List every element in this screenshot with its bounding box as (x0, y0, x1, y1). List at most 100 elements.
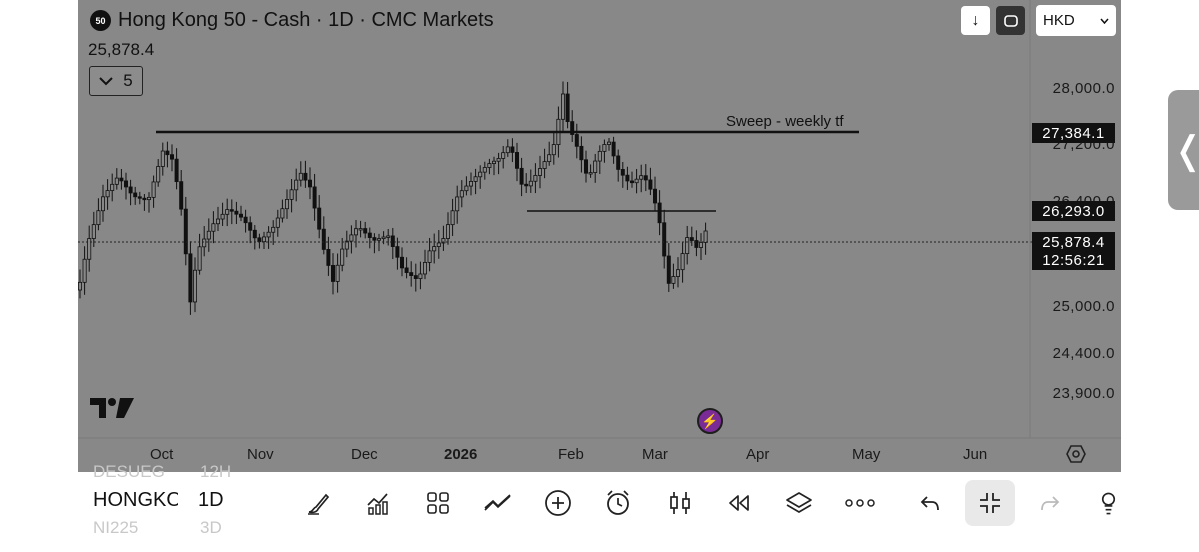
candle-body (261, 236, 266, 243)
symbol-header[interactable]: 50 Hong Kong 50 - Cash · 1D · CMC Market… (90, 9, 494, 32)
tradingview-logo (90, 397, 134, 424)
candle-body (326, 249, 331, 266)
candle-body (358, 228, 363, 231)
candle-body (124, 180, 129, 188)
trend-lines-icon (484, 494, 511, 511)
candle-body (252, 229, 257, 239)
candle-body (593, 160, 598, 173)
ghost-symbol-below: NI225 (93, 518, 139, 537)
candle-body (445, 224, 450, 239)
drawing-tool-button[interactable] (293, 480, 343, 526)
candle-body (215, 218, 220, 225)
candle-body (197, 246, 202, 271)
candle-body (588, 172, 593, 175)
exit-fullscreen-button[interactable] (965, 480, 1015, 526)
candle-body (625, 174, 630, 182)
replay-button[interactable] (713, 480, 763, 526)
object-tree-icon (1101, 492, 1116, 515)
candle-body (533, 175, 538, 182)
candle-body (653, 188, 658, 204)
candle-body (689, 237, 694, 241)
price-axis-label: 23,900.0 (1052, 385, 1115, 402)
candle-body (487, 163, 492, 168)
time-axis-label: Mar (642, 446, 668, 463)
layers-button[interactable] (774, 480, 824, 526)
chart-panel[interactable]: Sweep - weekly tf 50 Hong Kong 50 - Cash… (78, 0, 1121, 472)
candle-body (142, 197, 147, 201)
candle-body (482, 167, 487, 173)
candle-body (399, 256, 404, 269)
candle-body (298, 172, 303, 181)
candle-body (280, 208, 285, 219)
candle-body (528, 180, 533, 187)
indicators-button[interactable] (353, 480, 403, 526)
candle-body (183, 208, 188, 255)
candle-body (643, 175, 648, 181)
candle-body (524, 183, 529, 187)
scroll-to-bottom-button[interactable]: ↓ (961, 6, 990, 35)
candle-body (634, 178, 639, 184)
candle-body (422, 262, 427, 275)
candle-body (344, 240, 349, 250)
candle-body (565, 93, 570, 123)
candle-body (583, 159, 588, 174)
candlestick-series (78, 81, 708, 315)
candle-body (312, 186, 317, 209)
interval-picker[interactable]: 1D (198, 489, 224, 511)
layout-button[interactable] (413, 480, 463, 526)
fullscreen-button[interactable] (996, 6, 1025, 35)
candle-body (321, 228, 326, 250)
current-price-tag: 25,878.4 (1032, 232, 1115, 252)
add-button[interactable] (533, 480, 583, 526)
candle-body (464, 185, 469, 192)
price-chart[interactable]: Sweep - weekly tf (78, 0, 1121, 472)
candle-body (335, 264, 340, 282)
candle-body (137, 196, 142, 199)
indicators-collapse-button[interactable]: 5 (89, 66, 143, 96)
ghost-interval-above: 12H (200, 462, 232, 481)
layers-icon (786, 492, 812, 513)
candle-body (616, 155, 621, 170)
currency-select[interactable]: HKD (1036, 5, 1116, 36)
alert-button[interactable] (593, 480, 643, 526)
resistance-price-tag: 26,293.0 (1032, 201, 1115, 221)
candle-body (473, 176, 478, 182)
sweep-label: Sweep - weekly tf (726, 113, 844, 130)
line-tools-button[interactable] (473, 480, 523, 526)
candle-body (699, 242, 704, 248)
more-button[interactable] (835, 480, 885, 526)
price-axis-label: 24,400.0 (1052, 345, 1115, 362)
candle-body (211, 223, 216, 232)
symbol-logo: 50 (90, 10, 111, 31)
candle-body (441, 238, 446, 244)
candle-body (648, 179, 653, 190)
candle-body (519, 167, 524, 185)
candle-body (303, 172, 308, 181)
candle-body (234, 210, 239, 215)
candle-body (349, 234, 354, 242)
add-circle-icon (545, 490, 571, 516)
side-panel-handle[interactable]: ❬ (1168, 90, 1199, 210)
candle-body (491, 160, 496, 164)
chart-type-button[interactable] (655, 480, 705, 526)
redo-button[interactable] (1025, 480, 1075, 526)
candle-body (501, 152, 506, 159)
candle-body (82, 258, 87, 283)
symbol-picker[interactable]: HONGKONG (93, 489, 178, 511)
candle-body (570, 121, 575, 135)
indicators-icon (367, 493, 388, 515)
object-tree-button[interactable] (1096, 480, 1121, 526)
candle-body (372, 237, 377, 241)
candle-body (294, 179, 299, 191)
chart-settings-button[interactable] (1066, 444, 1086, 469)
candle-body (289, 189, 294, 200)
candle-body (105, 190, 110, 198)
candle-body (694, 240, 699, 248)
candle-body (179, 181, 184, 210)
candle-body (390, 235, 395, 247)
lightning-alert-icon[interactable]: ⚡ (697, 408, 723, 434)
time-axis-label: Dec (351, 446, 378, 463)
undo-button[interactable] (905, 480, 955, 526)
candle-body (257, 237, 262, 243)
candle-body (229, 209, 234, 212)
